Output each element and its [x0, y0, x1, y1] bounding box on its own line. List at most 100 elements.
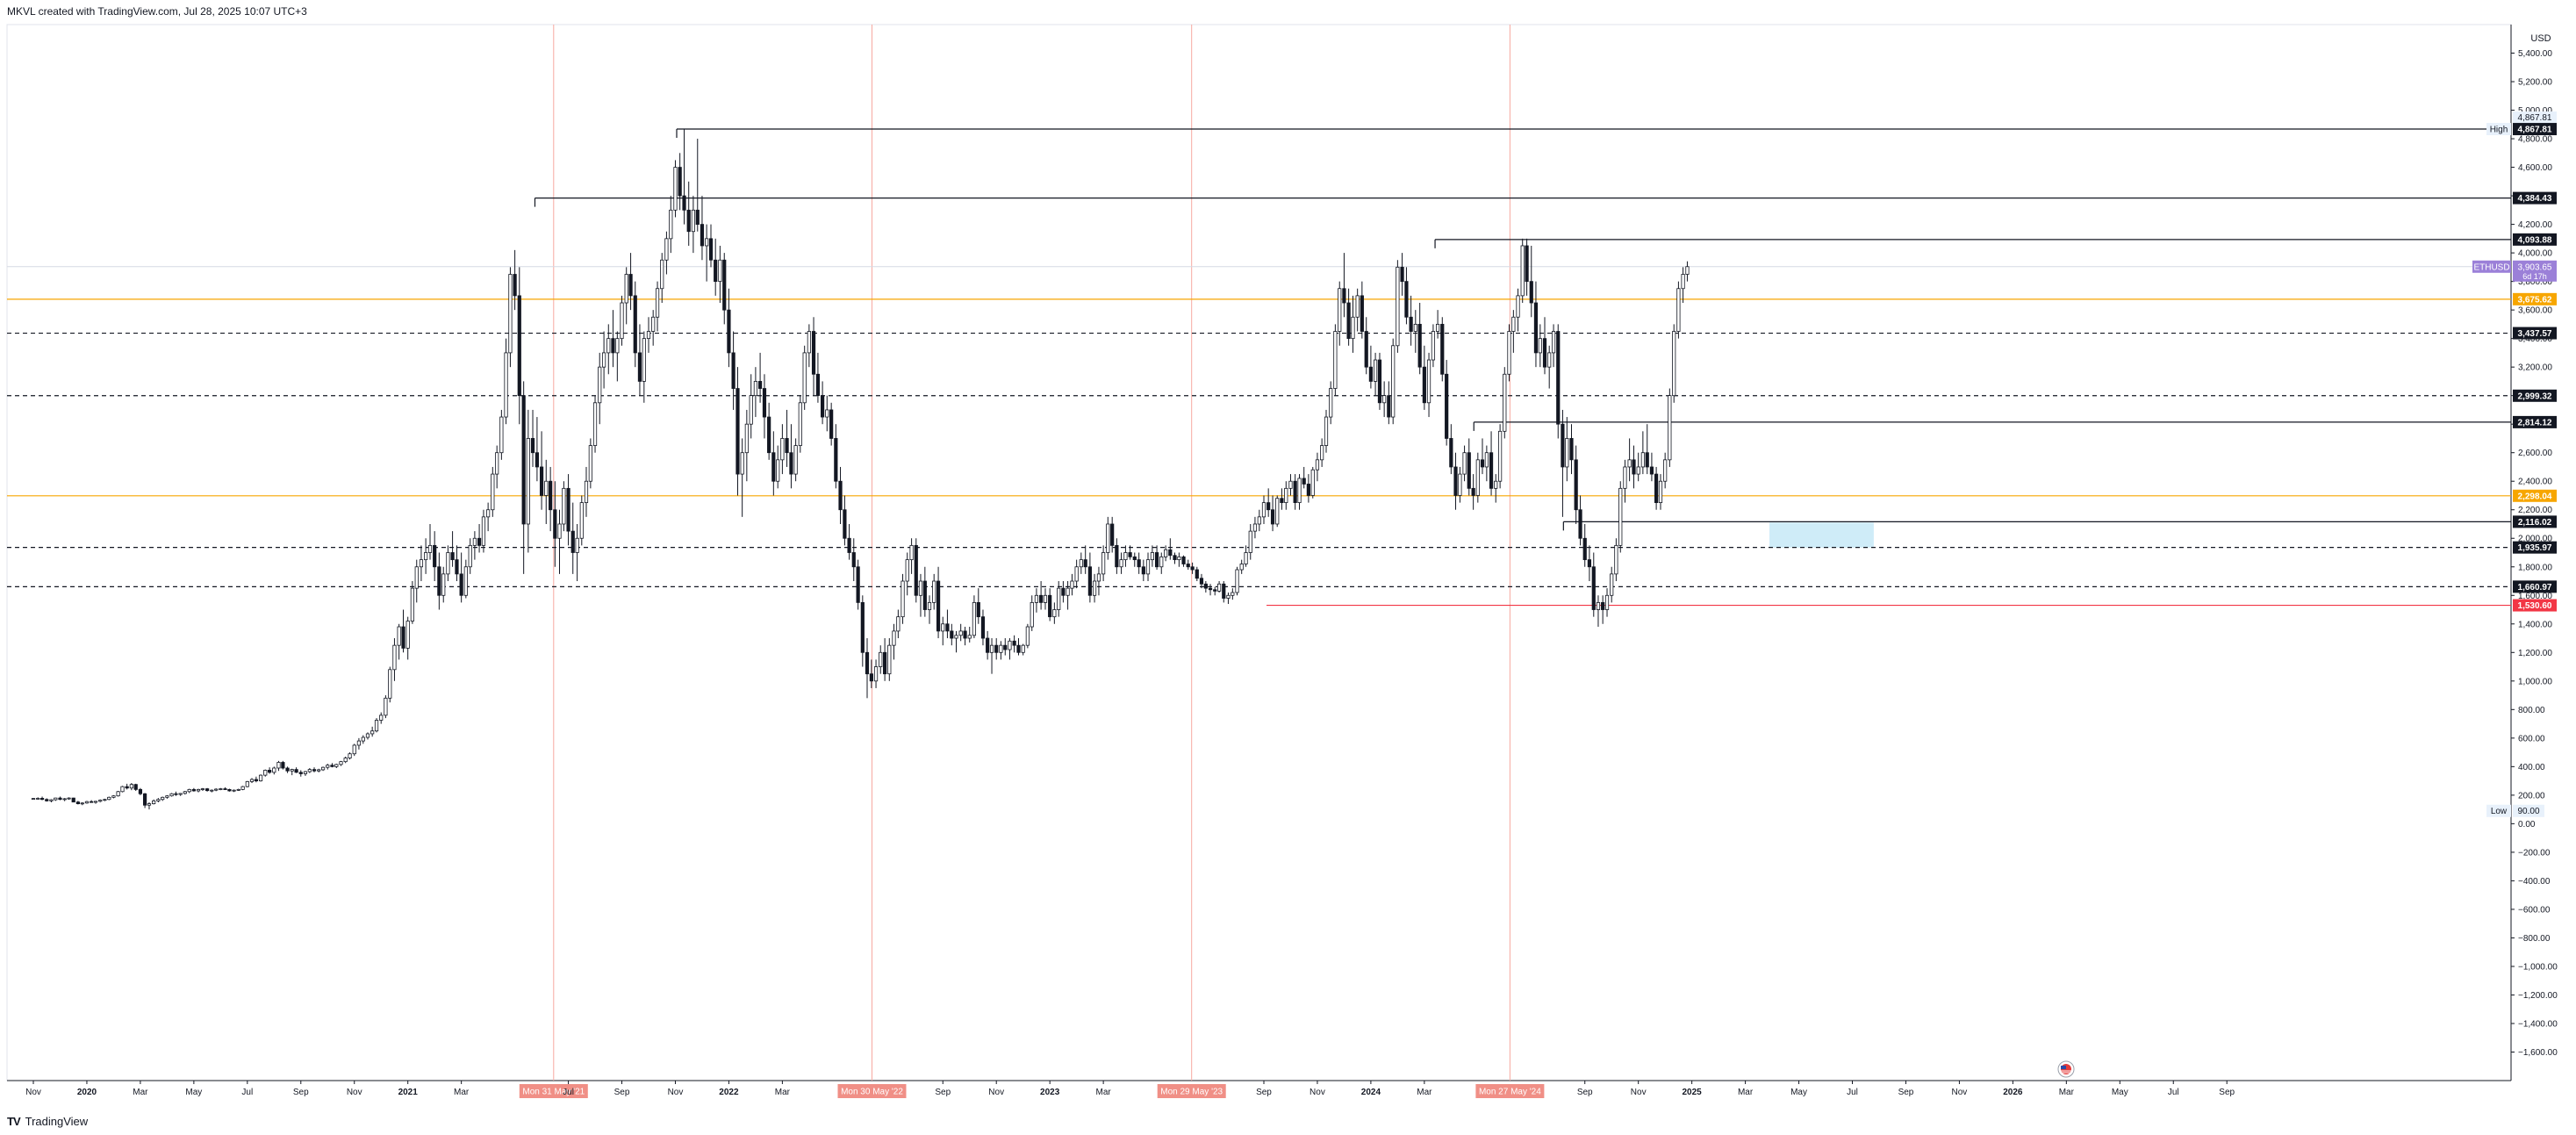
candle[interactable] [535, 417, 540, 482]
candle[interactable] [691, 196, 695, 254]
candle[interactable] [1475, 452, 1480, 503]
candle[interactable] [570, 502, 575, 574]
candle[interactable] [829, 402, 834, 446]
candle[interactable] [1106, 516, 1110, 560]
candle[interactable] [1154, 545, 1159, 571]
candle[interactable] [1529, 245, 1533, 318]
chart-plot-area[interactable] [6, 24, 2512, 1081]
candle[interactable] [1150, 545, 1154, 567]
candle[interactable] [1676, 281, 1681, 339]
candle[interactable] [433, 531, 437, 582]
candle[interactable] [1016, 638, 1021, 656]
candle[interactable] [1547, 345, 1552, 389]
candle[interactable] [1645, 424, 1649, 475]
candle[interactable] [856, 559, 860, 610]
candle[interactable] [1556, 324, 1561, 439]
candle[interactable] [575, 523, 579, 582]
candle[interactable] [1266, 488, 1271, 517]
candle[interactable] [379, 712, 384, 724]
candle[interactable] [686, 181, 691, 246]
candle[interactable] [530, 409, 535, 467]
candle[interactable] [838, 466, 843, 524]
candle[interactable] [205, 787, 210, 792]
candle[interactable] [1235, 566, 1239, 596]
candle[interactable] [620, 295, 624, 346]
candle[interactable] [1222, 581, 1226, 603]
candle[interactable] [1382, 381, 1387, 418]
candle[interactable] [111, 794, 116, 799]
candle[interactable] [125, 783, 129, 790]
candle[interactable] [410, 581, 414, 624]
candle[interactable] [147, 801, 152, 810]
candle[interactable] [588, 438, 592, 489]
candle[interactable] [731, 331, 735, 410]
candle[interactable] [1627, 438, 1632, 482]
candle[interactable] [317, 768, 321, 772]
candle[interactable] [1658, 474, 1663, 510]
candle[interactable] [214, 788, 219, 792]
candle[interactable] [1034, 588, 1039, 613]
candle[interactable] [611, 310, 615, 368]
candle[interactable] [1355, 288, 1360, 332]
candle[interactable] [93, 801, 98, 804]
candle[interactable] [263, 769, 268, 777]
candle[interactable] [450, 531, 455, 567]
candle[interactable] [320, 766, 326, 772]
candle[interactable] [1494, 474, 1498, 503]
candle[interactable] [1400, 253, 1404, 296]
candle[interactable] [133, 783, 138, 791]
candle[interactable] [187, 788, 191, 794]
candle[interactable] [1574, 445, 1578, 524]
candle[interactable] [499, 409, 504, 460]
candle[interactable] [307, 767, 312, 773]
candle[interactable] [655, 281, 660, 332]
candle[interactable] [695, 139, 700, 232]
candle[interactable] [1649, 452, 1654, 482]
candle[interactable] [1520, 238, 1525, 304]
candle[interactable] [1511, 310, 1516, 353]
candle[interactable] [776, 445, 780, 489]
candle[interactable] [1043, 588, 1048, 610]
candle[interactable] [1663, 452, 1668, 489]
candle[interactable] [1261, 495, 1266, 524]
candle[interactable] [1582, 523, 1587, 567]
candle[interactable] [986, 630, 990, 660]
candle[interactable] [1231, 588, 1235, 600]
candle[interactable] [1115, 538, 1119, 574]
candle[interactable] [802, 345, 807, 410]
candle[interactable] [1377, 352, 1382, 410]
candle[interactable] [120, 786, 125, 793]
candle[interactable] [1203, 581, 1208, 593]
candle[interactable] [1342, 253, 1346, 318]
candle[interactable] [219, 787, 223, 791]
candle[interactable] [405, 616, 410, 660]
candle[interactable] [397, 623, 401, 660]
candle[interactable] [334, 764, 339, 768]
candle[interactable] [31, 798, 36, 801]
candle[interactable] [1542, 317, 1547, 375]
candle[interactable] [98, 799, 103, 802]
candle[interactable] [521, 381, 526, 574]
candle[interactable] [472, 531, 477, 560]
candle[interactable] [1346, 288, 1351, 346]
candle[interactable] [1288, 474, 1293, 496]
candle[interactable] [1092, 573, 1097, 603]
candle[interactable] [67, 797, 71, 801]
candle[interactable] [384, 695, 388, 719]
candle[interactable] [526, 409, 530, 553]
candle[interactable] [236, 788, 240, 791]
candle[interactable] [508, 267, 513, 368]
candle[interactable] [945, 609, 950, 639]
candle[interactable] [58, 796, 62, 801]
candle[interactable] [722, 253, 727, 325]
candle[interactable] [714, 238, 718, 296]
candle[interactable] [1132, 552, 1137, 567]
candle[interactable] [1310, 466, 1315, 499]
candle[interactable] [914, 538, 918, 603]
candle[interactable] [740, 438, 744, 517]
candle[interactable] [1368, 345, 1374, 389]
candle[interactable] [401, 609, 405, 653]
candle[interactable] [1591, 552, 1596, 617]
candle[interactable] [1449, 424, 1453, 475]
candle[interactable] [1066, 581, 1070, 610]
